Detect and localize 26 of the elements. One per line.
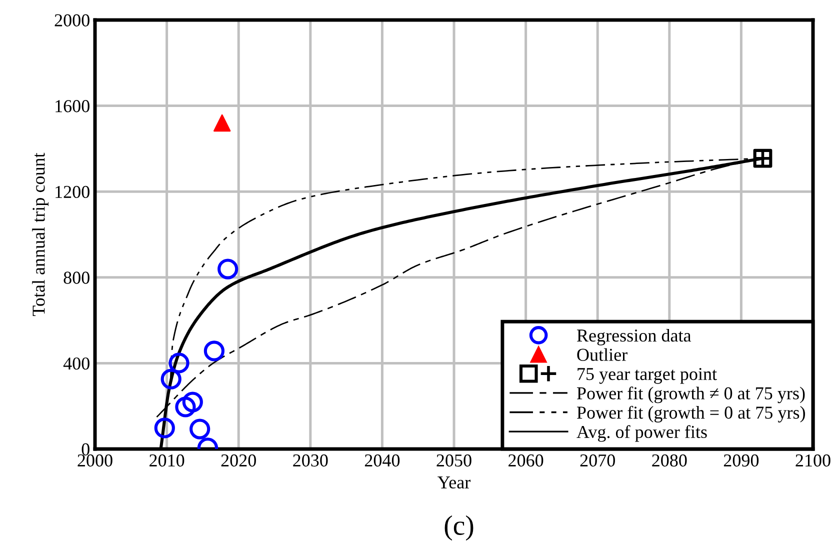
legend-label: Outlier xyxy=(577,348,628,361)
legend-label: Regression data xyxy=(576,328,692,346)
x-tick-label: 2010 xyxy=(150,454,184,467)
x-tick-label: 2060 xyxy=(508,454,544,467)
x-tick-label: 2070 xyxy=(580,454,615,467)
y-tick-label: 2000 xyxy=(54,14,90,26)
x-tick-label: 2100 xyxy=(796,454,830,467)
x-tick-label: 2040 xyxy=(364,454,400,467)
x-tick-label: 2080 xyxy=(652,454,687,467)
y-tick-label: 800 xyxy=(64,272,90,284)
y-tick-label: 1200 xyxy=(56,186,90,198)
y-tick-label: 0 xyxy=(82,443,90,456)
x-tick-label: 2030 xyxy=(293,454,328,467)
text: (c) xyxy=(444,515,474,541)
legend-label: Avg. of power fits xyxy=(576,425,707,442)
y-axis-title: Total annual trip count xyxy=(32,152,48,316)
y-tick-label: 1600 xyxy=(56,100,90,112)
legend-label: Power fit (growth ≠ 0 at 75 yrs) xyxy=(576,386,805,404)
x-tick-label: 2000 xyxy=(78,454,112,467)
x-tick-label: 2050 xyxy=(436,454,472,467)
x-axis-title: Year xyxy=(438,476,470,488)
x-tick-label: 2090 xyxy=(724,454,759,467)
legend-label: 75 year target point xyxy=(578,368,717,384)
x-tick-label: 2020 xyxy=(221,454,256,467)
legend-label: Power fit (growth = 0 at 75 yrs) xyxy=(576,406,805,422)
y-tick-label: 400 xyxy=(63,357,90,370)
